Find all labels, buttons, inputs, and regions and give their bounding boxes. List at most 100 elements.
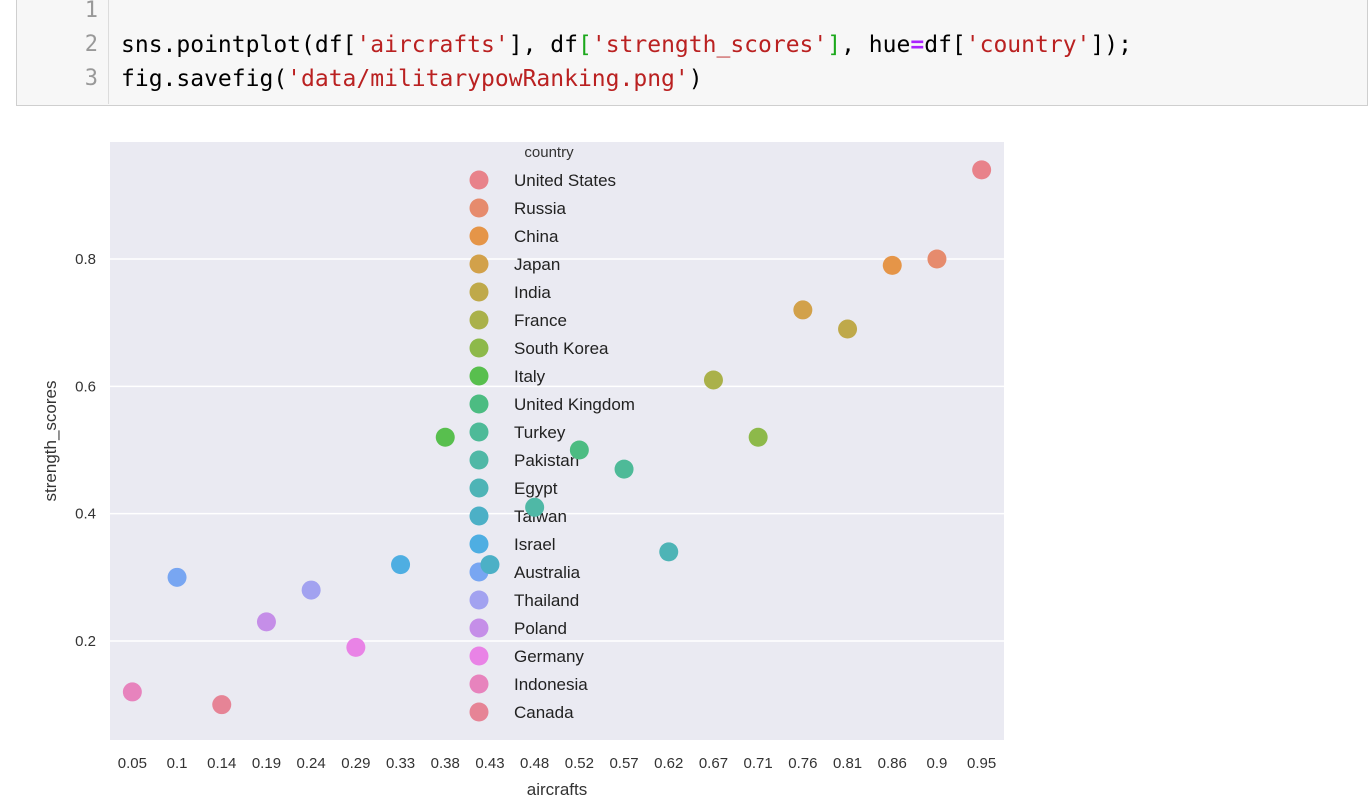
- data-point: [972, 160, 992, 180]
- legend-entry-label: Germany: [514, 647, 584, 666]
- code-token: ]);: [1090, 32, 1132, 58]
- legend-entry-label: Italy: [514, 367, 546, 386]
- legend-marker: [469, 534, 489, 554]
- code-line-3[interactable]: fig.savefig('data/militarypowRanking.png…: [121, 62, 703, 96]
- y-tick-label: 0.6: [75, 378, 96, 395]
- legend-entry-label: Egypt: [514, 479, 558, 498]
- x-tick-label: 0.19: [252, 755, 281, 772]
- legend-entry-label: Poland: [514, 619, 567, 638]
- x-tick-label: 0.57: [609, 755, 638, 772]
- legend-marker: [469, 590, 489, 610]
- x-tick-label: 0.71: [744, 755, 773, 772]
- x-tick-label: 0.14: [207, 755, 236, 772]
- legend-marker: [469, 646, 489, 666]
- legend-entry-label: United States: [514, 171, 616, 190]
- legend-marker: [469, 226, 489, 246]
- legend-marker: [469, 198, 489, 218]
- x-tick-label: 0.33: [386, 755, 415, 772]
- legend-entry-label: Thailand: [514, 591, 579, 610]
- legend-entry-label: France: [514, 311, 567, 330]
- legend-marker: [469, 450, 489, 470]
- data-point: [882, 255, 902, 275]
- legend-marker: [469, 674, 489, 694]
- x-tick-label: 0.95: [967, 755, 996, 772]
- string-token: 'aircrafts': [356, 32, 509, 58]
- data-point: [212, 695, 232, 715]
- legend-entry-label: South Korea: [514, 339, 609, 358]
- legend-marker: [469, 702, 489, 722]
- x-tick-label: 0.1: [167, 755, 188, 772]
- legend-marker: [469, 366, 489, 386]
- data-point: [703, 370, 723, 390]
- x-tick-label: 0.67: [699, 755, 728, 772]
- data-point: [569, 440, 589, 460]
- string-token: 'country': [965, 32, 1091, 58]
- legend-marker: [469, 170, 489, 190]
- line-number: 1: [84, 0, 98, 23]
- data-point: [927, 249, 947, 269]
- legend-entry-label: Pakistan: [514, 451, 579, 470]
- legend-entry-label: Israel: [514, 535, 556, 554]
- x-tick-label: 0.76: [788, 755, 817, 772]
- bracket-token: ]: [827, 32, 842, 58]
- x-tick-label: 0.05: [118, 755, 147, 772]
- pointplot-chart: 0.2 0.4 0.6 0.8 0.05 0.1 0.14 0.19 0.24 0.29 0.33 0…: [41, 142, 1004, 799]
- code-token: ], df: [508, 32, 578, 58]
- string-token: 'data/militarypowRanking.png': [287, 66, 689, 92]
- x-tick-label: 0.29: [341, 755, 370, 772]
- legend-entry-label: China: [514, 227, 559, 246]
- data-point: [301, 580, 321, 600]
- code-token: df[: [924, 32, 966, 58]
- line-number: 2: [84, 32, 98, 57]
- legend-title: country: [524, 144, 574, 161]
- y-tick-label: 0.2: [75, 633, 96, 650]
- y-tick-label: 0.8: [75, 251, 96, 268]
- legend-entry-label: Indonesia: [514, 675, 588, 694]
- legend-marker: [469, 394, 489, 414]
- data-point: [793, 300, 813, 320]
- y-tick-label: 0.4: [75, 506, 96, 523]
- operator-token: =: [910, 32, 925, 58]
- data-point: [838, 319, 858, 339]
- legend-entry-label: India: [514, 283, 551, 302]
- x-tick-label: 0.86: [878, 755, 907, 772]
- line-number: 3: [84, 66, 98, 91]
- code-token: , hue: [841, 32, 911, 58]
- data-point: [614, 459, 634, 479]
- data-point: [748, 427, 768, 447]
- data-point: [256, 612, 276, 632]
- data-point: [525, 497, 545, 517]
- code-token: sns.pointplot(df[: [121, 32, 357, 58]
- x-tick-label: 0.52: [565, 755, 594, 772]
- x-tick-label: 0.38: [431, 755, 460, 772]
- x-tick-label: 0.48: [520, 755, 549, 772]
- x-tick-label: 0.81: [833, 755, 862, 772]
- code-line-2[interactable]: sns.pointplot(df['aircrafts'], df['stren…: [121, 28, 1132, 62]
- code-cell[interactable]: 1 2 3 sns.pointplot(df['aircrafts'], df[…: [16, 0, 1368, 106]
- legend-marker: [469, 310, 489, 330]
- legend-marker: [469, 422, 489, 442]
- data-point: [167, 567, 187, 587]
- data-point: [122, 682, 142, 702]
- x-tick-label: 0.62: [654, 755, 683, 772]
- data-point: [346, 637, 366, 657]
- legend-marker: [469, 478, 489, 498]
- code-token: ): [688, 66, 703, 92]
- data-point: [480, 555, 500, 575]
- x-tick-label: 0.9: [927, 755, 948, 772]
- legend-marker: [469, 618, 489, 638]
- data-point: [435, 427, 455, 447]
- legend-marker: [469, 254, 489, 274]
- x-tick-label: 0.24: [297, 755, 326, 772]
- legend-entry-label: Canada: [514, 703, 574, 722]
- legend-entry-label: United Kingdom: [514, 395, 635, 414]
- x-axis-label: aircrafts: [527, 780, 587, 799]
- x-tick-label: 0.43: [475, 755, 504, 772]
- y-axis-label: strength_scores: [41, 381, 60, 502]
- bracket-token: [: [577, 32, 592, 58]
- legend-entry-label: Australia: [514, 563, 581, 582]
- legend-marker: [469, 338, 489, 358]
- code-token: fig.savefig(: [121, 66, 288, 92]
- string-token: 'strength_scores': [591, 32, 828, 58]
- legend-marker: [469, 282, 489, 302]
